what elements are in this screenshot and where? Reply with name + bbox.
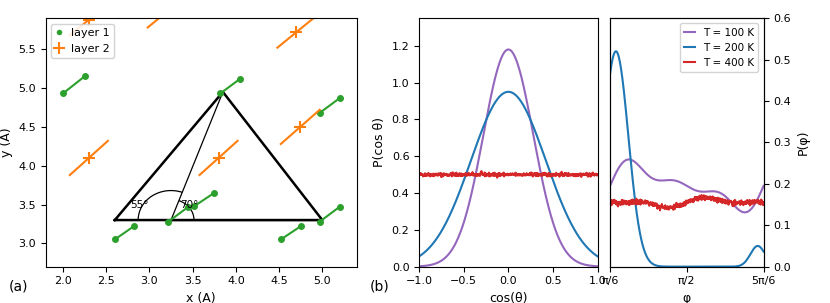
Y-axis label: P(φ): P(φ) bbox=[797, 130, 809, 155]
Text: 70°: 70° bbox=[179, 200, 198, 210]
Y-axis label: y (A): y (A) bbox=[0, 128, 12, 157]
X-axis label: φ: φ bbox=[683, 292, 691, 303]
Legend: layer 1, layer 2: layer 1, layer 2 bbox=[51, 24, 115, 58]
Text: 55°: 55° bbox=[130, 200, 149, 210]
Text: (b): (b) bbox=[369, 280, 389, 294]
X-axis label: cos(θ): cos(θ) bbox=[489, 292, 528, 303]
Y-axis label: P(cos θ): P(cos θ) bbox=[374, 117, 386, 168]
Text: (a): (a) bbox=[8, 280, 27, 294]
X-axis label: x (A): x (A) bbox=[187, 292, 216, 303]
Legend: T = 100 K, T = 200 K, T = 400 K: T = 100 K, T = 200 K, T = 400 K bbox=[680, 23, 759, 72]
